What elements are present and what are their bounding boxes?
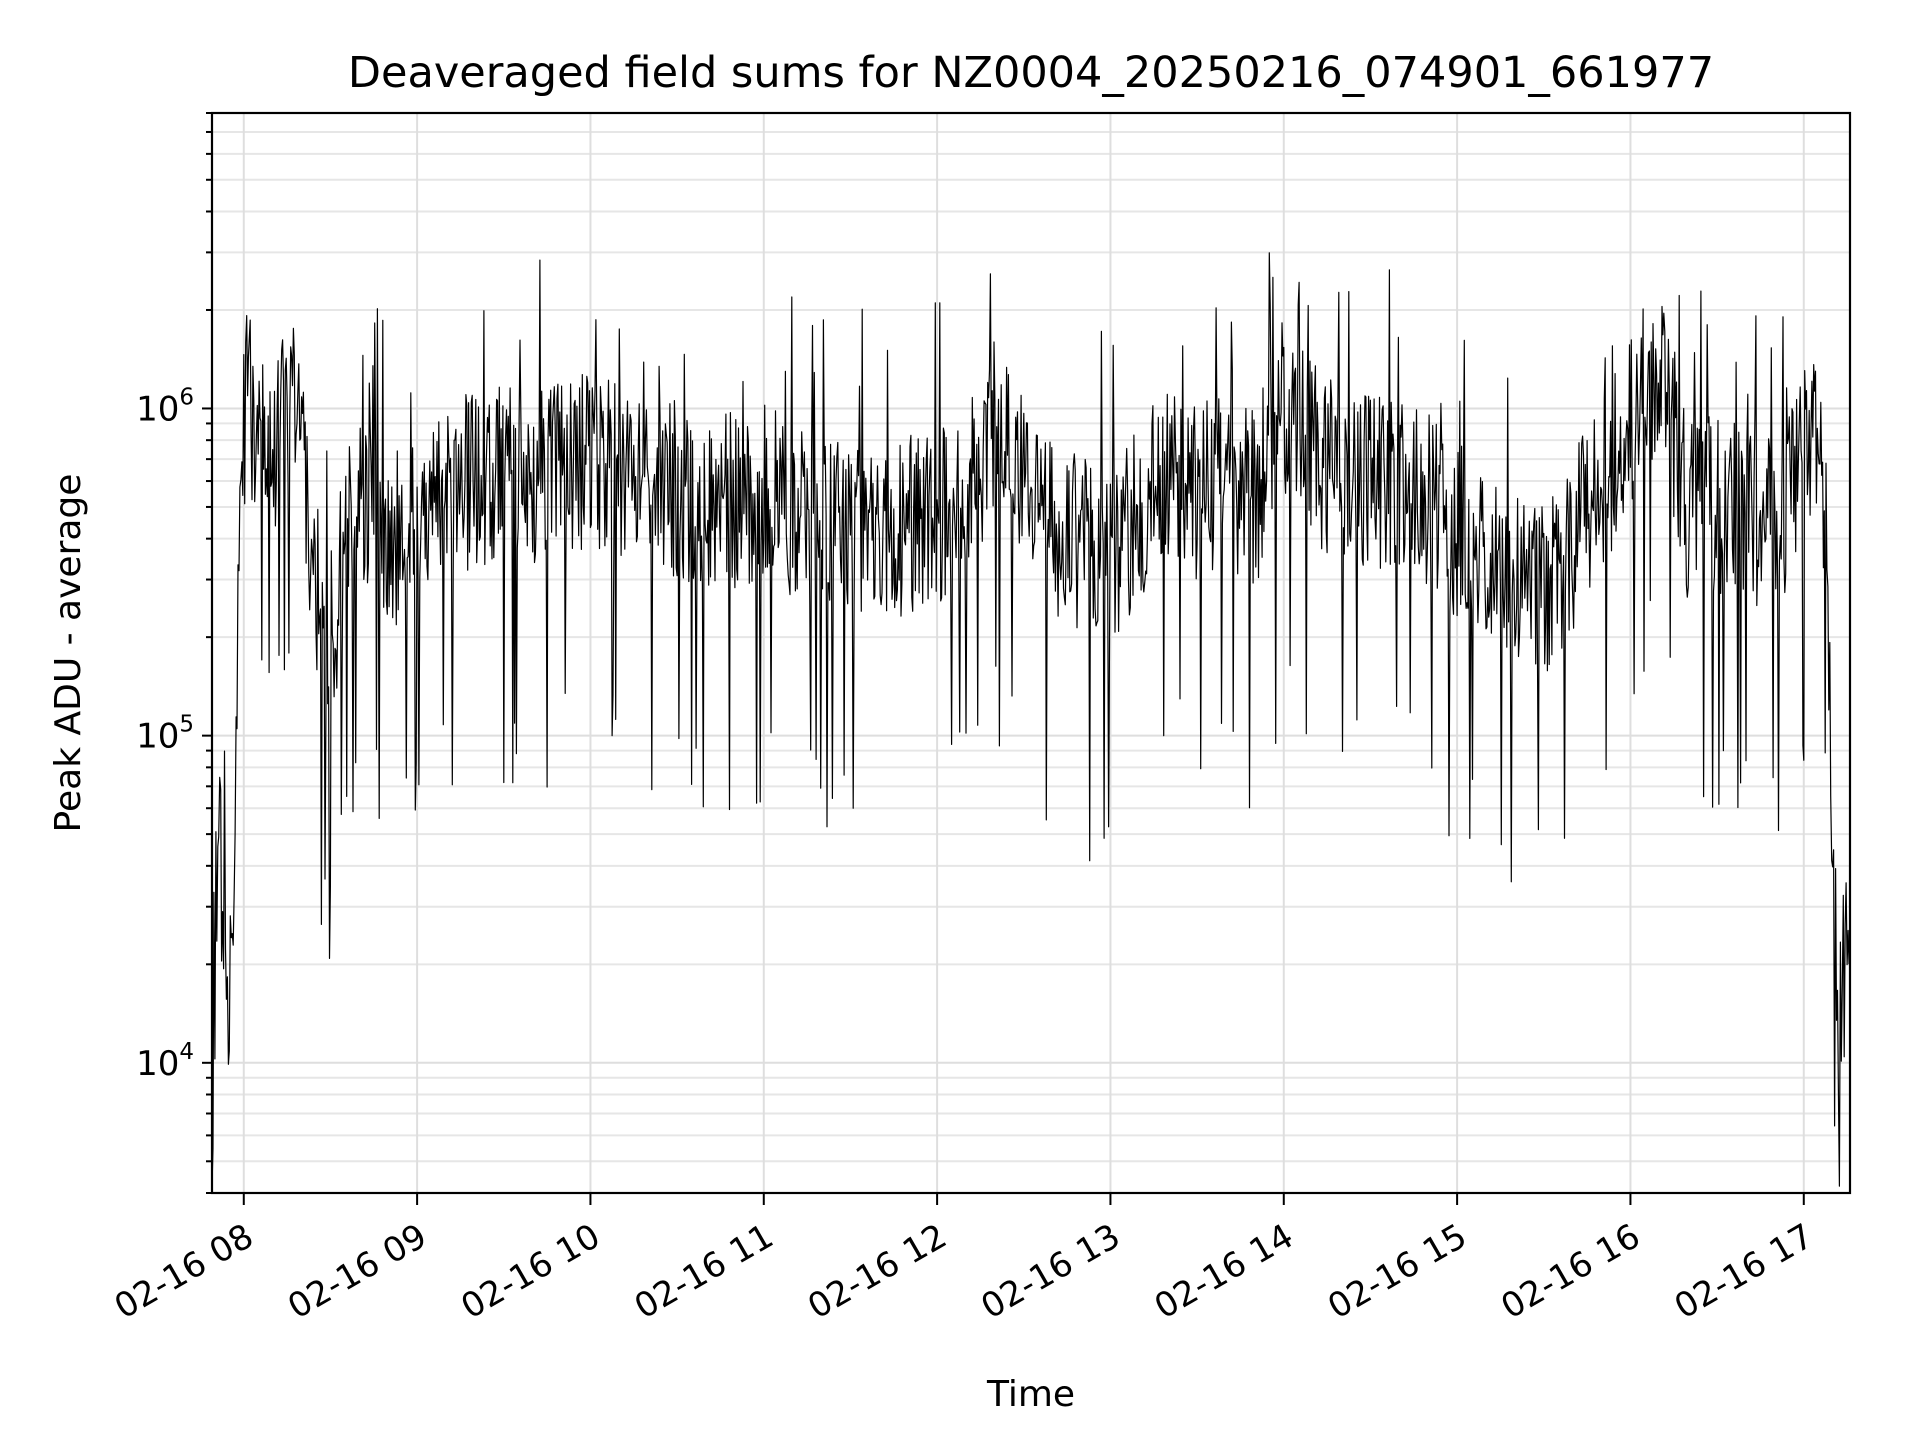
series-line: [211, 252, 1851, 1187]
y-tick-label: 106: [136, 384, 194, 429]
y-axis-label: Peak ADU - average: [48, 474, 89, 833]
y-tick-label: 104: [136, 1039, 194, 1084]
x-axis-label: Time: [986, 1374, 1075, 1415]
series-layer: [211, 252, 1851, 1187]
chart-title: Deaveraged field sums for NZ0004_2025021…: [348, 48, 1714, 98]
plot-frame: [210, 111, 1852, 1195]
y-tick-label: 105: [136, 712, 194, 757]
